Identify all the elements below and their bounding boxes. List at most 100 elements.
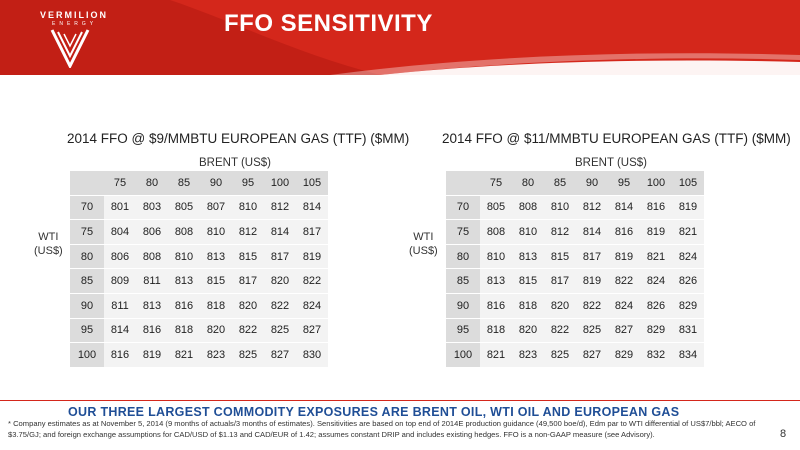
column-header: 75 — [480, 171, 512, 196]
table-cell: 821 — [480, 342, 512, 368]
table-cell: 812 — [576, 195, 608, 221]
table-cell: 813 — [136, 293, 168, 319]
column-header: 90 — [576, 171, 608, 196]
brand-sub: ENERGY — [52, 21, 98, 27]
table-cell: 825 — [544, 342, 576, 368]
table-cell: 815 — [512, 268, 544, 294]
table-cell: 827 — [576, 342, 608, 368]
table-cell: 827 — [264, 342, 296, 368]
table-cell: 824 — [672, 244, 704, 270]
table-cell: 823 — [200, 342, 232, 368]
table-cell: 816 — [136, 318, 168, 344]
table-cell: 819 — [608, 244, 640, 270]
table-cell: 817 — [264, 244, 296, 270]
table-row: 80 810 813 815 817 819 821 824 — [446, 244, 704, 270]
brent-label-left: BRENT (US$) — [199, 157, 271, 169]
table-cell: 819 — [136, 342, 168, 368]
column-header: 90 — [200, 171, 232, 196]
table-cell: 811 — [104, 293, 136, 319]
table-cell: 810 — [480, 244, 512, 270]
table-cell: 822 — [544, 318, 576, 344]
table-cell: 810 — [512, 219, 544, 245]
table-cell: 821 — [640, 244, 672, 270]
column-header: 85 — [544, 171, 576, 196]
table-cell: 812 — [232, 219, 264, 245]
column-header: 105 — [672, 171, 704, 196]
table-cell: 818 — [200, 293, 232, 319]
table-cell: 829 — [640, 318, 672, 344]
table-cell: 825 — [264, 318, 296, 344]
table-row: 75 804 806 808 810 812 814 817 — [70, 219, 328, 245]
column-header: 105 — [296, 171, 328, 196]
table-cell: 820 — [264, 268, 296, 294]
table-cell: 834 — [672, 342, 704, 368]
footnote: * Company estimates as at November 5, 20… — [8, 419, 756, 439]
table-cell: 819 — [672, 195, 704, 221]
row-header: 75 — [446, 219, 480, 245]
footer-divider — [0, 400, 800, 401]
table-header-row: 75 80 85 90 95 100 105 — [70, 171, 328, 196]
wti-label-line1: WTI — [38, 231, 59, 243]
table-cell: 814 — [576, 219, 608, 245]
wti-label-line1: WTI — [413, 231, 434, 243]
table-cell: 817 — [576, 244, 608, 270]
table-cell: 817 — [296, 219, 328, 245]
table-cell: 813 — [480, 268, 512, 294]
table-cell: 817 — [232, 268, 264, 294]
row-header: 70 — [70, 195, 104, 221]
row-header: 70 — [446, 195, 480, 221]
table-cell: 825 — [232, 342, 264, 368]
table-cell: 818 — [480, 318, 512, 344]
row-header: 80 — [70, 244, 104, 270]
table-cell: 816 — [640, 195, 672, 221]
wti-label-line2: (US$) — [34, 245, 63, 257]
table-cell: 825 — [576, 318, 608, 344]
table-cell: 816 — [168, 293, 200, 319]
table-cell: 819 — [576, 268, 608, 294]
tagline: OUR THREE LARGEST COMMODITY EXPOSURES AR… — [68, 405, 680, 419]
brent-label-right: BRENT (US$) — [575, 157, 647, 169]
table-cell: 821 — [672, 219, 704, 245]
table-cell: 824 — [608, 293, 640, 319]
row-header: 80 — [446, 244, 480, 270]
table-cell: 814 — [296, 195, 328, 221]
table-cell: 812 — [264, 195, 296, 221]
table-cell: 815 — [544, 244, 576, 270]
column-header: 75 — [104, 171, 136, 196]
table-cell: 822 — [296, 268, 328, 294]
table-cell: 820 — [232, 293, 264, 319]
table-row: 80 806 808 810 813 815 817 819 — [70, 244, 328, 270]
wti-label-left: WTI (US$) — [34, 230, 63, 258]
table-cell: 827 — [608, 318, 640, 344]
slide-title: FFO SENSITIVITY — [224, 10, 433, 37]
table-cell: 822 — [608, 268, 640, 294]
table-cell: 814 — [264, 219, 296, 245]
table-cell: 801 — [104, 195, 136, 221]
table-cell: 832 — [640, 342, 672, 368]
table-cell: 829 — [672, 293, 704, 319]
table-row: 70 801 803 805 807 810 812 814 — [70, 195, 328, 221]
table-cell: 814 — [608, 195, 640, 221]
table-cell: 808 — [168, 219, 200, 245]
table-title-right: 2014 FFO @ $11/MMBTU EUROPEAN GAS (TTF) … — [442, 131, 791, 146]
ffo-table-left: 75 80 85 90 95 100 105 70 801 803 805 807 810 812 814 7… — [70, 171, 328, 368]
table-cell: 824 — [640, 268, 672, 294]
row-header: 95 — [70, 318, 104, 344]
table-cell: 821 — [168, 342, 200, 368]
table-row: 100 821 823 825 827 829 832 834 — [446, 342, 704, 368]
table-cell: 813 — [168, 268, 200, 294]
table-cell: 809 — [104, 268, 136, 294]
table-cell: 819 — [640, 219, 672, 245]
table-cell: 805 — [480, 195, 512, 221]
table-cell: 808 — [136, 244, 168, 270]
table-cell: 805 — [168, 195, 200, 221]
table-cell: 820 — [200, 318, 232, 344]
table-cell: 815 — [232, 244, 264, 270]
table-corner-cell — [70, 171, 104, 196]
table-row: 75 808 810 812 814 816 819 821 — [446, 219, 704, 245]
table-cell: 813 — [512, 244, 544, 270]
table-cell: 807 — [200, 195, 232, 221]
brand-name: VERMILION — [40, 10, 109, 20]
table-cell: 808 — [512, 195, 544, 221]
table-row: 100 816 819 821 823 825 827 830 — [70, 342, 328, 368]
